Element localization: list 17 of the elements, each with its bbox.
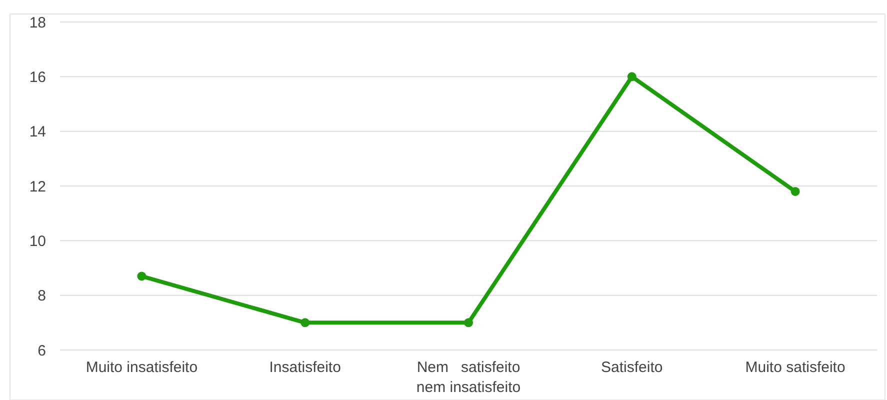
y-tick-label: 10 (29, 232, 46, 250)
point (627, 72, 636, 82)
point (464, 318, 473, 328)
point (300, 318, 310, 328)
point (790, 186, 800, 196)
x-tick-label: Nem satisfeito nem insatisfeito (416, 359, 521, 396)
y-tick-label: 6 (38, 342, 46, 360)
x-tick-label: Muito satisfeito (745, 359, 846, 376)
y-tick-label: 12 (29, 178, 46, 196)
x-tick-label: Muito insatisfeito (86, 359, 198, 376)
y-tick-label: 18 (29, 14, 46, 32)
x-tick-label: Satisfeito (601, 359, 663, 376)
y-tick-label: 8 (38, 288, 46, 305)
y-tick-label: 16 (29, 68, 46, 86)
x-tick-label: Insatisfeito (269, 359, 341, 376)
point (137, 272, 146, 281)
y-tick-label: 14 (29, 124, 46, 141)
